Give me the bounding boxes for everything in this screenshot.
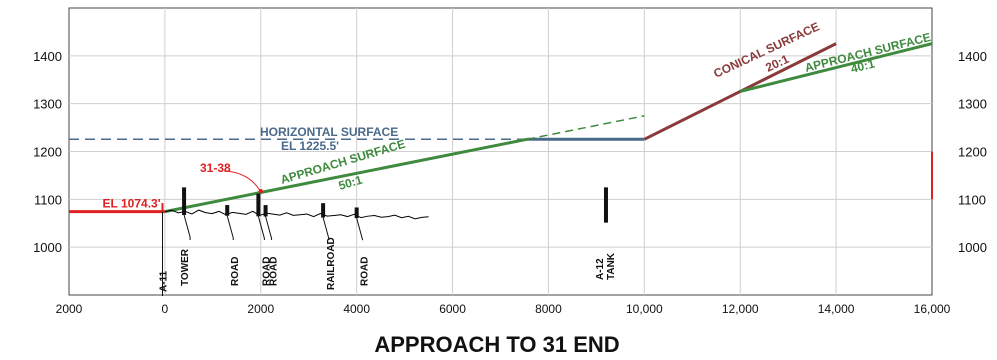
callout-label: 31-38 [200, 161, 231, 175]
obstacle-leader [265, 216, 273, 240]
x-tick-label: 6000 [439, 302, 466, 316]
callout-marker [258, 189, 263, 194]
callout-leader [223, 170, 261, 191]
obstacle-bar [354, 207, 359, 219]
x-tick-label: 8000 [535, 302, 562, 316]
x-tick-label: 2000 [56, 302, 83, 316]
obstacle-label: ROAD [360, 257, 371, 286]
obstacle-leader [183, 214, 191, 240]
obstacle-label: TOWER [180, 248, 191, 286]
x-tick-label: 10,000 [626, 302, 663, 316]
y-tick-label-left: 1400 [33, 49, 62, 64]
y-tick-label-right: 1400 [958, 49, 987, 64]
obstacle-label: ROAD [269, 257, 280, 286]
runway-elevation-label: EL 1074.3' [103, 197, 161, 211]
x-tick-label: 16,000 [914, 302, 951, 316]
obstacle-bar [182, 187, 187, 215]
obstacle-leader [257, 216, 265, 240]
y-tick-label-left: 1200 [33, 145, 62, 160]
obstacle-label: A-12 [595, 258, 606, 280]
y-tick-label-right: 1100 [958, 192, 986, 207]
obstacle-bar [321, 203, 326, 218]
horizontal-surface-elevation: EL 1225.5' [281, 139, 339, 153]
y-tick-label-left: 1000 [33, 240, 62, 255]
horizontal-surface-label: HORIZONTAL SURFACE [260, 125, 398, 139]
obstacle-leader [226, 215, 234, 240]
obstacle-bar [263, 205, 268, 217]
x-tick-label: 4000 [343, 302, 370, 316]
approach-extension-dashed [526, 115, 645, 141]
x-tick-label: 0 [162, 302, 169, 316]
obstacle-leader [322, 217, 330, 240]
obstacle-label: ROAD [230, 257, 241, 286]
chart-title: APPROACH TO 31 END [374, 332, 619, 357]
y-tick-label-right: 1000 [958, 240, 987, 255]
approach-40-slope: 40:1 [849, 56, 876, 75]
obstacle-label: RAILROAD [326, 237, 337, 290]
y-tick-label-right: 1200 [958, 145, 987, 160]
obstacle-label: TANK [606, 252, 617, 280]
x-tick-label: 2000 [247, 302, 274, 316]
y-tick-label-left: 1300 [33, 97, 62, 112]
obstacle-bar [256, 193, 261, 217]
x-tick-label: 14,000 [818, 302, 855, 316]
obstacle-bar [225, 205, 230, 216]
approach-surface-line [164, 137, 528, 214]
approach-surface-slope: 50:1 [337, 173, 364, 193]
obstacle-leader [356, 217, 364, 241]
y-tick-label-right: 1300 [958, 97, 987, 112]
x-tick-label: 12,000 [722, 302, 759, 316]
obstacle-label: A-11 [158, 270, 169, 292]
approach-40-surface-line [739, 42, 933, 93]
terrain-profile [164, 209, 429, 220]
obstacle-bar [603, 187, 608, 223]
obstacle-label: ROAD [261, 257, 272, 286]
y-tick-label-left: 1100 [34, 192, 62, 207]
